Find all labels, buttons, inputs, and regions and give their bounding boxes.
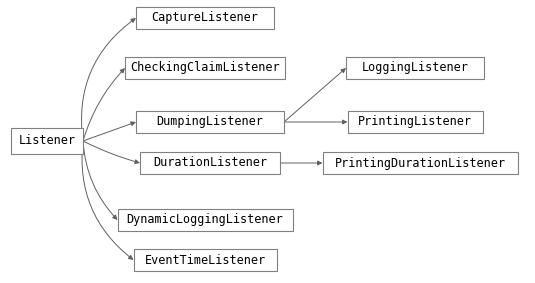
Bar xyxy=(11,128,83,154)
Text: PrintingListener: PrintingListener xyxy=(358,115,472,128)
FancyArrowPatch shape xyxy=(284,69,345,122)
Text: CaptureListener: CaptureListener xyxy=(151,12,258,25)
FancyArrowPatch shape xyxy=(83,122,135,141)
FancyArrowPatch shape xyxy=(81,19,135,141)
FancyArrowPatch shape xyxy=(280,161,322,165)
FancyArrowPatch shape xyxy=(284,120,347,124)
Bar xyxy=(118,209,293,231)
Text: LoggingListener: LoggingListener xyxy=(362,61,469,74)
FancyArrowPatch shape xyxy=(82,141,133,259)
Text: DynamicLoggingListener: DynamicLoggingListener xyxy=(127,213,284,226)
FancyArrowPatch shape xyxy=(83,69,124,141)
Bar xyxy=(140,152,280,174)
Text: PrintingDurationListener: PrintingDurationListener xyxy=(334,156,506,170)
Bar xyxy=(323,152,517,174)
Text: DurationListener: DurationListener xyxy=(153,156,267,170)
Text: EventTimeListener: EventTimeListener xyxy=(144,254,265,267)
Text: CheckingClaimListener: CheckingClaimListener xyxy=(130,61,280,74)
Bar xyxy=(136,7,274,29)
Bar xyxy=(136,111,284,133)
FancyArrowPatch shape xyxy=(83,141,139,164)
Bar xyxy=(134,249,277,271)
Bar xyxy=(346,57,484,79)
Bar xyxy=(125,57,285,79)
Text: Listener: Listener xyxy=(19,134,75,147)
Text: DumpingListener: DumpingListener xyxy=(157,115,263,128)
FancyArrowPatch shape xyxy=(83,141,117,219)
Bar xyxy=(348,111,483,133)
